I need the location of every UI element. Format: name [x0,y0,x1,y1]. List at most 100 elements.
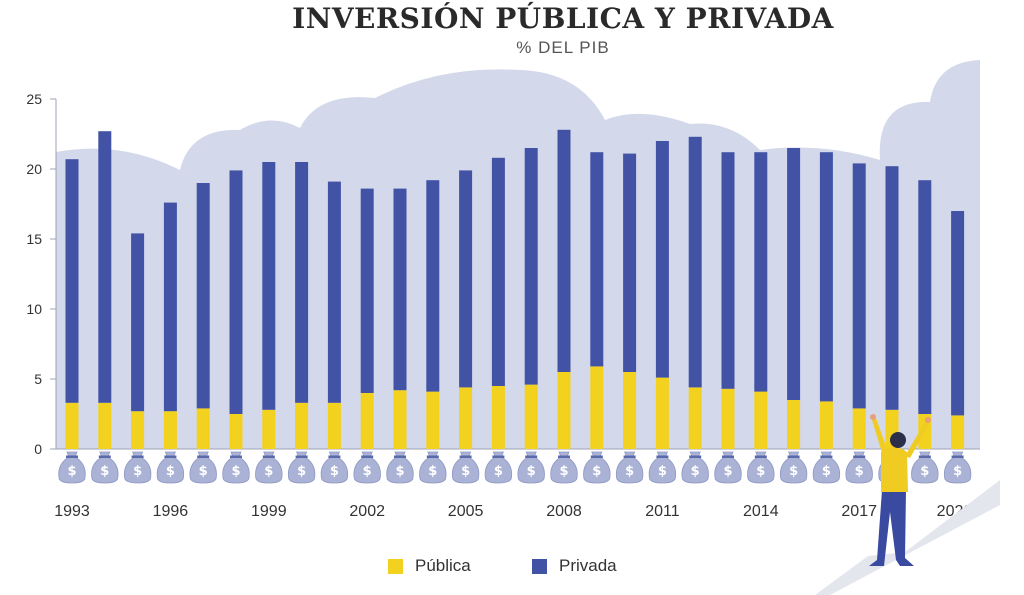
bar-publica-2007 [524,384,538,449]
money-bag-icon: $ [353,451,381,484]
money-bag-icon: $ [91,451,119,484]
legend-item-publica: Pública [388,556,471,576]
bar-publica-2001 [327,402,341,449]
money-bag-icon: $ [943,451,972,484]
svg-text:$: $ [953,464,962,479]
y-tick-label: 10 [26,301,42,317]
bar-publica-2009 [590,366,604,449]
svg-text:$: $ [658,464,667,479]
money-bag-icon: $ [517,451,545,484]
bar-privada-2005 [459,170,473,388]
x-tick-label: 2008 [546,503,582,520]
bar-privada-1997 [196,183,210,409]
legend-label-publica: Pública [415,556,471,575]
bar-privada-2016 [819,152,833,402]
bar-publica-2017 [852,408,866,449]
person-cheering-icon [815,414,1000,595]
bar-publica-2000 [295,402,309,449]
bar-privada-1999 [262,162,276,410]
bar-publica-2011 [655,377,669,449]
legend-label-privada: Privada [559,556,617,575]
svg-text:$: $ [133,464,142,479]
x-tick-label: 2005 [448,503,484,520]
svg-text:$: $ [231,464,240,479]
bar-privada-2018 [885,166,899,410]
svg-text:$: $ [330,464,339,479]
chart-title: INVERSIÓN PÚBLICA Y PRIVADA [292,2,834,35]
bar-privada-2006 [491,157,505,386]
bar-privada-2003 [393,188,407,391]
money-bag-icon: $ [320,451,349,484]
money-bag-icon: $ [779,451,808,484]
money-bag-icon: $ [911,451,939,484]
bar-publica-1993 [65,402,79,449]
bar-publica-1997 [196,408,210,449]
bar-privada-2001 [327,181,341,403]
y-axis-labels: 0 5 10 15 20 25 [26,91,42,457]
y-tick-label: 20 [26,161,42,177]
x-tick-label: 2002 [349,503,385,520]
bar-privada-2008 [557,129,571,372]
x-tick-label: 2011 [645,503,680,520]
money-bag-icon: $ [189,451,217,484]
svg-text:$: $ [822,464,831,479]
svg-text:$: $ [100,464,109,479]
money-bag-icon: $ [484,451,513,484]
bar-publica-2002 [360,393,374,449]
bar-publica-1995 [131,411,145,449]
money-bag-icon: $ [386,451,414,484]
svg-text:$: $ [428,464,437,479]
money-bag-icon: $ [812,451,841,484]
svg-text:$: $ [920,464,929,479]
svg-text:$: $ [756,464,765,479]
bar-privada-2019 [918,180,932,414]
money-bag-icon: $ [255,451,283,484]
bar-publica-2016 [819,401,833,449]
money-bag-icon: $ [451,451,480,484]
x-tick-label: 1993 [54,503,90,520]
svg-text:$: $ [395,464,404,479]
bar-privada-1993 [65,159,79,403]
y-tick-label: 15 [26,231,42,247]
chart-subtitle: % DEL PIB [516,38,610,57]
money-bag-icon: $ [156,451,185,484]
svg-text:$: $ [625,464,634,479]
money-bag-icon: $ [714,451,742,484]
bar-privada-2002 [360,188,374,393]
bar-publica-2015 [787,400,801,449]
bar-publica-2008 [557,372,571,449]
money-bag-icon: $ [287,451,316,484]
money-bag-icon: $ [845,451,873,484]
bar-privada-2012 [688,136,702,388]
money-bag-icon: $ [123,451,152,484]
svg-text:$: $ [855,464,864,479]
svg-text:$: $ [67,464,76,479]
bar-privada-2017 [852,163,866,409]
bar-privada-2010 [623,153,637,372]
bar-privada-2000 [295,162,309,403]
svg-text:$: $ [691,464,700,479]
money-bag-icon: $ [58,451,86,484]
bar-publica-1994 [98,402,112,449]
svg-text:$: $ [494,464,503,479]
bar-privada-2015 [787,148,801,400]
money-bag-icon: $ [419,451,447,484]
bar-privada-2013 [721,152,735,389]
money-bag-icon: $ [648,451,677,484]
svg-text:$: $ [789,464,798,479]
bar-publica-2020 [951,415,965,449]
svg-text:$: $ [527,464,536,479]
svg-text:$: $ [264,464,273,479]
svg-text:$: $ [559,464,568,479]
bar-publica-1996 [163,411,177,449]
bar-publica-2012 [688,387,702,449]
bar-privada-1994 [98,131,112,403]
svg-text:$: $ [592,464,601,479]
bar-publica-2010 [623,372,637,449]
x-tick-label: 1999 [251,503,287,520]
legend-swatch-privada [532,558,547,574]
money-bag-icon: $ [222,451,250,484]
bar-publica-1999 [262,409,276,449]
money-bag-icon: $ [550,451,578,484]
